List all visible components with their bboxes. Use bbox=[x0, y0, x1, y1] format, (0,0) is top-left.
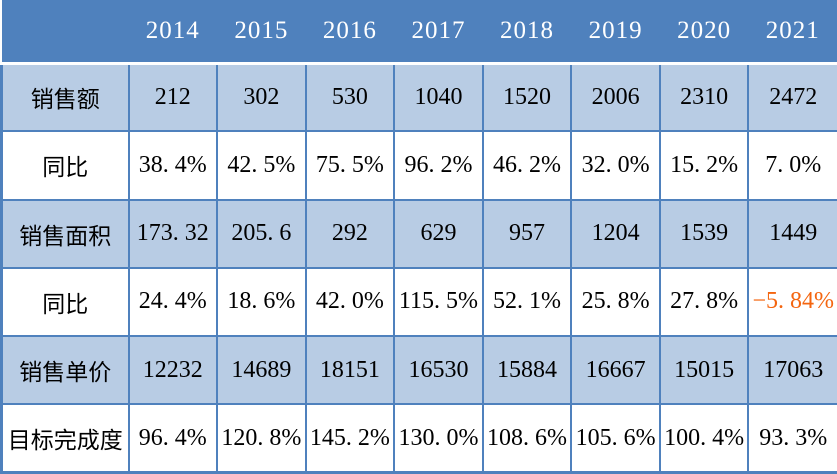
table-cell: 16530 bbox=[393, 334, 484, 406]
table-cell: 46. 2% bbox=[481, 130, 573, 201]
table-cell: 96. 2% bbox=[393, 130, 484, 201]
table-cell: 1539 bbox=[658, 198, 750, 269]
year-header: 2017 bbox=[394, 0, 483, 65]
table-cell: 17063 bbox=[747, 334, 837, 406]
year-header: 2016 bbox=[305, 0, 395, 65]
table-row-unit-price: 销售单价 12232 14689 18151 16530 15884 16667… bbox=[0, 334, 837, 406]
table-cell: 108. 6% bbox=[481, 403, 573, 474]
table-cell: 2006 bbox=[570, 63, 661, 133]
table-cell: 15015 bbox=[658, 334, 750, 406]
table-cell: 212 bbox=[127, 63, 219, 133]
row-label: 销售面积 bbox=[0, 198, 130, 269]
table-row-sales-amount: 销售额 212 302 530 1040 1520 2006 2310 2472 bbox=[0, 63, 837, 133]
row-label: 同比 bbox=[0, 130, 130, 201]
table-cell: 24. 4% bbox=[127, 266, 219, 338]
table-cell: 52. 1% bbox=[481, 266, 573, 338]
table-cell: 93. 3% bbox=[747, 403, 837, 474]
table-row-target-completion: 目标完成度 96. 4% 120. 8% 145. 2% 130. 0% 108… bbox=[0, 403, 837, 474]
year-header: 2021 bbox=[748, 0, 837, 65]
year-header: 2015 bbox=[217, 0, 306, 65]
table-cell: 15. 2% bbox=[658, 130, 750, 201]
header-row: 2014 2015 2016 2017 2018 2019 2020 2021 bbox=[1, 0, 837, 65]
year-header: 2018 bbox=[482, 0, 572, 65]
table-row-sales-area: 销售面积 173. 32 205. 6 292 629 957 1204 153… bbox=[0, 198, 837, 269]
table-cell: 205. 6 bbox=[216, 198, 307, 269]
table-cell: 105. 6% bbox=[570, 403, 661, 474]
table-cell: 75. 5% bbox=[304, 130, 396, 201]
table-cell: 18. 6% bbox=[216, 266, 307, 338]
table-cell: 1040 bbox=[393, 63, 484, 133]
row-label: 同比 bbox=[0, 266, 130, 338]
table-cell: 32. 0% bbox=[570, 130, 661, 201]
row-label: 目标完成度 bbox=[0, 403, 130, 474]
table-row-sales-amount-yoy: 同比 38. 4% 42. 5% 75. 5% 96. 2% 46. 2% 32… bbox=[0, 130, 837, 201]
table-cell: 96. 4% bbox=[127, 403, 219, 474]
table-cell: 18151 bbox=[304, 334, 396, 406]
table-cell: 173. 32 bbox=[127, 198, 219, 269]
table-cell: 25. 8% bbox=[570, 266, 661, 338]
table-cell: 2472 bbox=[747, 63, 837, 133]
table-cell: 1204 bbox=[570, 198, 661, 269]
year-header: 2020 bbox=[659, 0, 749, 65]
table-cell: 957 bbox=[481, 198, 573, 269]
table-cell: 38. 4% bbox=[127, 130, 219, 201]
table-cell: 130. 0% bbox=[393, 403, 484, 474]
negative-value-cell: −5. 84% bbox=[747, 266, 837, 338]
table-cell: 1520 bbox=[481, 63, 573, 133]
row-label: 销售单价 bbox=[0, 334, 130, 406]
table-cell: 100. 4% bbox=[658, 403, 750, 474]
table-cell: 27. 8% bbox=[658, 266, 750, 338]
table-cell: 42. 5% bbox=[216, 130, 307, 201]
table-cell: 629 bbox=[393, 198, 484, 269]
table-cell: 292 bbox=[304, 198, 396, 269]
table-cell: 302 bbox=[216, 63, 307, 133]
table-row-sales-area-yoy: 同比 24. 4% 18. 6% 42. 0% 115. 5% 52. 1% 2… bbox=[0, 266, 837, 338]
table-cell: 1449 bbox=[747, 198, 837, 269]
table-cell: 145. 2% bbox=[304, 403, 396, 474]
table-cell: 2310 bbox=[658, 63, 750, 133]
table-cell: 120. 8% bbox=[216, 403, 307, 474]
year-header: 2019 bbox=[571, 0, 660, 65]
corner-cell bbox=[1, 0, 129, 65]
row-label: 销售额 bbox=[0, 63, 130, 133]
table-cell: 115. 5% bbox=[393, 266, 484, 338]
year-header: 2014 bbox=[128, 0, 218, 65]
table-cell: 7. 0% bbox=[747, 130, 837, 201]
table-cell: 42. 0% bbox=[304, 266, 396, 338]
table-cell: 16667 bbox=[570, 334, 661, 406]
table-cell: 15884 bbox=[481, 334, 573, 406]
table-cell: 12232 bbox=[127, 334, 219, 406]
table-cell: 530 bbox=[304, 63, 396, 133]
table-cell: 14689 bbox=[216, 334, 307, 406]
